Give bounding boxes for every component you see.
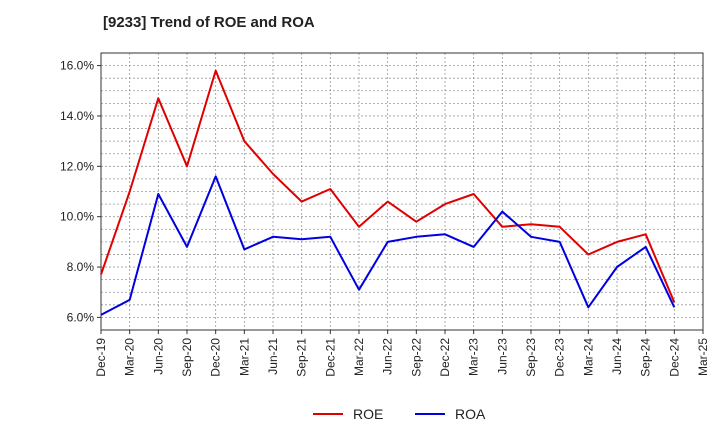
x-tick-label: Jun-21 <box>266 338 280 375</box>
y-tick-label: 16.0% <box>60 59 94 73</box>
series-line-roe <box>100 69 676 303</box>
chart-title: [9233] Trend of ROE and ROA <box>103 14 315 31</box>
x-tick-label: Mar-23 <box>467 338 481 376</box>
x-tick-label: Jun-20 <box>151 338 165 375</box>
x-tick-label: Dec-21 <box>323 338 337 377</box>
x-tick-label: Sep-21 <box>295 338 309 377</box>
legend-label-roe: ROE <box>353 406 383 422</box>
plot-frame <box>100 52 704 331</box>
x-tick-label: Dec-19 <box>94 338 108 377</box>
series-line-roa <box>100 175 676 316</box>
x-tick-label: Mar-25 <box>696 338 710 376</box>
x-tick-label: Sep-22 <box>409 338 423 377</box>
x-tick-label: Mar-20 <box>123 338 137 376</box>
x-tick-label: Sep-23 <box>524 338 538 377</box>
x-tick-label: Dec-20 <box>209 338 223 377</box>
x-tick-label: Dec-22 <box>438 338 452 377</box>
x-tick-label: Mar-22 <box>352 338 366 376</box>
x-tick-label: Jun-24 <box>610 338 624 375</box>
x-tick-label: Mar-24 <box>581 338 595 376</box>
x-tick-label: Mar-21 <box>237 338 251 376</box>
x-tick-label: Sep-20 <box>180 338 194 377</box>
y-tick-label: 10.0% <box>60 210 94 224</box>
x-tick-label: Dec-23 <box>553 338 567 377</box>
x-tick-label: Jun-23 <box>495 338 509 375</box>
y-tick-label: 6.0% <box>67 310 95 324</box>
y-tick-label: 12.0% <box>60 159 94 173</box>
x-tick-label: Dec-24 <box>667 338 681 377</box>
y-tick-label: 14.0% <box>60 109 94 123</box>
y-tick-label: 8.0% <box>67 260 95 274</box>
legend-label-roa: ROA <box>455 406 486 422</box>
x-tick-label: Jun-22 <box>381 338 395 375</box>
x-tick-label: Sep-24 <box>639 338 653 377</box>
